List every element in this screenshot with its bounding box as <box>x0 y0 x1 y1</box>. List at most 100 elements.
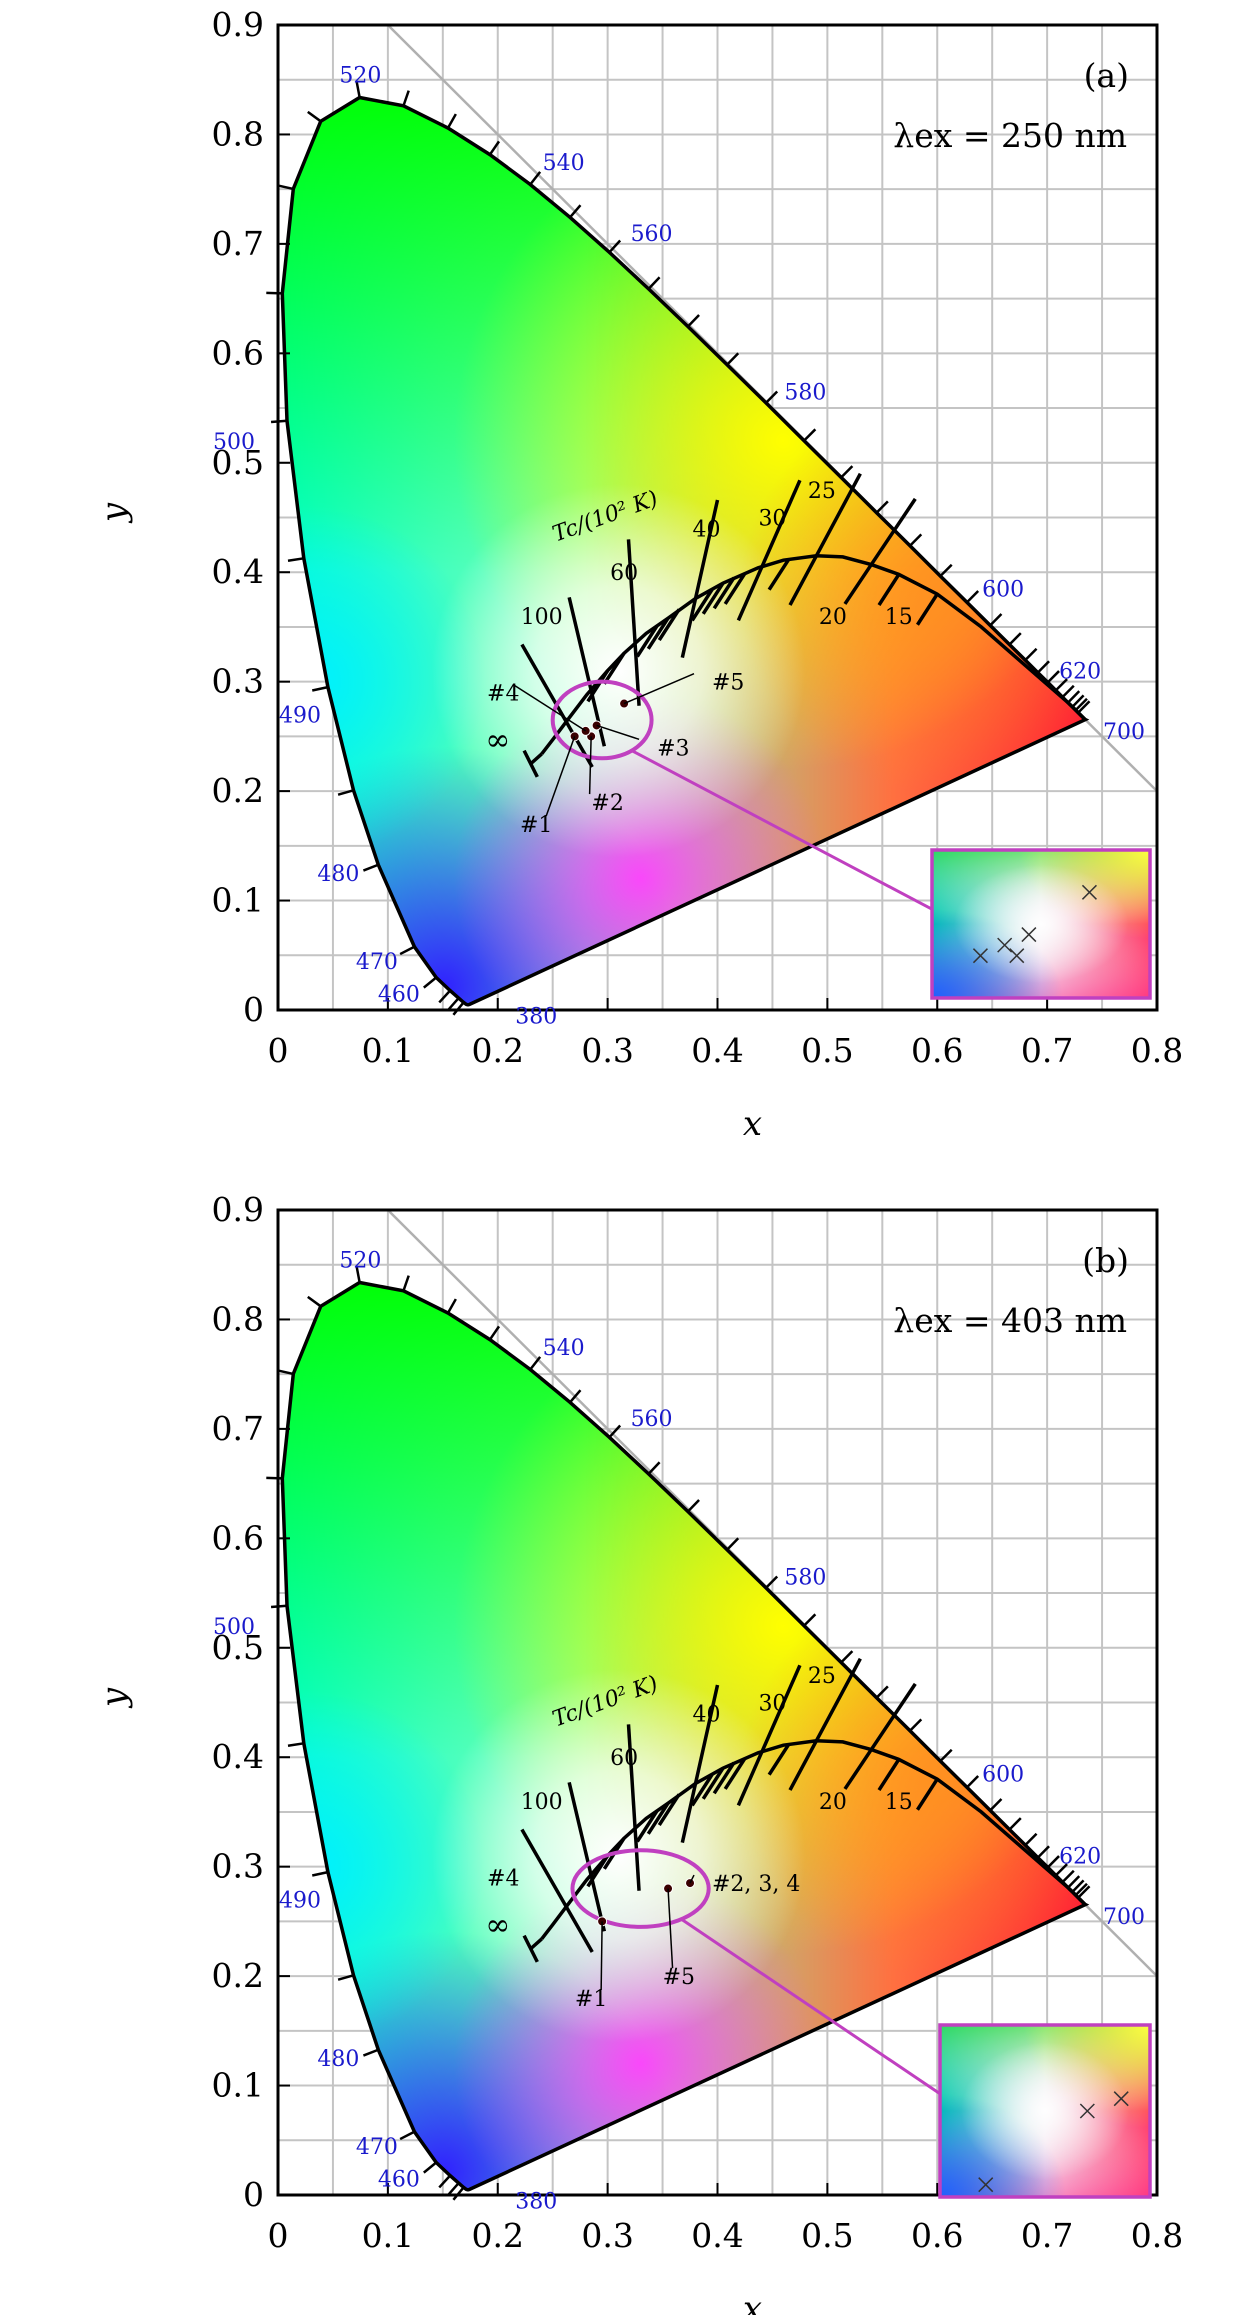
infinity-cap <box>529 1937 543 1951</box>
y-tick-label: 0.7 <box>212 224 264 263</box>
planck-tick <box>712 576 736 610</box>
locus-tick <box>909 1718 923 1732</box>
y-tick-label: 0.6 <box>212 1518 264 1557</box>
locus-tick <box>647 1461 661 1475</box>
planck-tick <box>635 624 659 658</box>
zoom-inset <box>938 2023 1152 2199</box>
isotemperature-line <box>520 1828 594 1953</box>
locus-tick <box>402 1275 410 1292</box>
inset-marker <box>972 948 988 964</box>
locus-tick <box>1054 1863 1068 1877</box>
locus-tick <box>647 276 661 290</box>
locus-tick <box>277 184 294 191</box>
wavelength-label: 620 <box>1059 660 1101 685</box>
locus-tick <box>1067 1875 1081 1889</box>
cct-label: 40 <box>693 1702 721 1727</box>
isotemperature-lines <box>520 1657 939 1953</box>
inset-white <box>940 2025 1150 2197</box>
cct-label: 100 <box>521 605 563 630</box>
wavelength-label: 460 <box>378 2168 420 2193</box>
leader-line <box>689 1874 695 1884</box>
locus-tick <box>939 563 953 577</box>
locus-tick <box>1054 678 1068 692</box>
x-tick-label: 0.7 <box>1021 1031 1073 1070</box>
x-tick-label: 0.1 <box>362 2216 414 2255</box>
panel-label: (b) <box>1082 1241 1129 1280</box>
leader-line <box>588 736 592 795</box>
x-axis: 0 0.1 0.2 0.3 0.4 0.5 0.6 0.7 0.8 <box>268 2183 1183 2255</box>
wavelength-label: 470 <box>356 950 398 975</box>
locus-tick <box>287 1742 305 1747</box>
locus-tick <box>569 204 582 219</box>
planckian-locus <box>540 554 1087 755</box>
locus-tick <box>438 989 451 1004</box>
y-tick-label: 0.9 <box>212 5 264 44</box>
locus-tick <box>765 1575 779 1589</box>
planck-tick <box>690 588 714 622</box>
excitation-label: λex = 250 nm <box>893 116 1127 155</box>
highlight-circle <box>570 1848 711 1929</box>
locus-tick <box>488 140 501 156</box>
wavelength-label: 490 <box>279 704 321 729</box>
planck-tick <box>586 669 610 703</box>
x-tick-label: 0.7 <box>1021 2216 1073 2255</box>
locus-tick <box>840 1650 854 1664</box>
locus-tick <box>1071 1879 1085 1893</box>
inset-frame <box>938 2023 1152 2199</box>
isotemperature-line <box>788 1657 862 1791</box>
locus-tick <box>307 1295 322 1308</box>
locus-tick <box>1024 647 1038 661</box>
locus-tick <box>402 90 410 107</box>
locus-tick <box>1077 1885 1091 1899</box>
point-label: #5 <box>663 1965 695 1990</box>
leader-line <box>596 724 640 741</box>
leader-line <box>667 1888 674 1969</box>
cct-label: 60 <box>610 561 638 586</box>
locus-tick <box>355 81 361 98</box>
y-tick-label: 0.5 <box>212 443 264 482</box>
point-label: #1 <box>520 813 552 838</box>
locus-ticks <box>266 1266 1091 2201</box>
point-labels: #1 #2, 3, 4 #4 #5 <box>487 1867 800 2012</box>
locus-tick <box>355 1266 361 1283</box>
y-tick-label: 0.8 <box>212 114 264 153</box>
locus-tick <box>687 314 700 328</box>
locus-tick <box>277 1369 294 1376</box>
locus-tick <box>446 113 457 129</box>
locus-tick <box>446 1298 457 1314</box>
planck-tick <box>723 572 747 605</box>
cct-label: ∞ <box>485 1908 510 1943</box>
locus-tick <box>1024 1832 1038 1846</box>
y-tick-label: 0.1 <box>212 881 264 920</box>
x-tick-label: 0.5 <box>801 1031 853 1070</box>
inset-connector <box>680 1917 941 2096</box>
leader-line <box>623 672 695 705</box>
point-label: #5 <box>712 671 744 696</box>
leader-line <box>545 736 576 817</box>
x-axis-label: x <box>743 1104 762 1144</box>
y-axis-label: y <box>94 502 134 524</box>
locus-tick <box>765 390 779 404</box>
isotemperature-line <box>736 1664 802 1807</box>
point-label: #4 <box>487 1867 519 1892</box>
wavelength-label: 470 <box>356 2135 398 2160</box>
cct-label: 60 <box>610 1746 638 1771</box>
locus-tick <box>447 997 460 1011</box>
isotemperature-line <box>736 479 802 622</box>
wavelength-label: 380 <box>515 1004 557 1029</box>
point-labels: #1 #2 #3 #4 #5 <box>487 671 744 838</box>
wavelength-label: 700 <box>1103 720 1145 745</box>
locus-tick <box>1036 1845 1050 1859</box>
y-tick-label: 0.3 <box>212 662 264 701</box>
wavelength-label: 620 <box>1059 1845 1101 1870</box>
locus-tick <box>287 557 305 562</box>
locus-tick <box>1046 670 1060 684</box>
locus-ticks <box>266 81 1091 1016</box>
locus-tick <box>966 1775 980 1789</box>
y-tick-label: 0.2 <box>212 771 264 810</box>
locus-tick <box>875 1685 889 1699</box>
locus-tick <box>1036 660 1050 674</box>
locus-tick <box>337 789 354 796</box>
infinity-cap-bar <box>522 1934 539 1963</box>
